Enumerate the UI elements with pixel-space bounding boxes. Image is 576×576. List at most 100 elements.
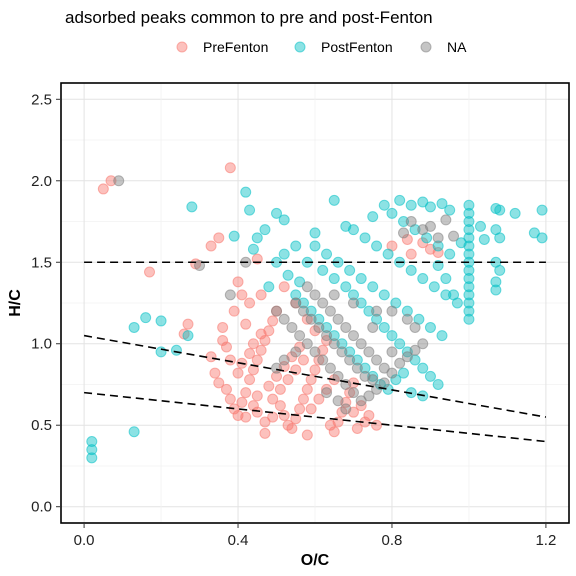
data-point: [236, 396, 248, 408]
data-point: [440, 273, 452, 285]
data-point: [463, 281, 475, 293]
data-point: [528, 227, 540, 239]
x-axis-ticks: 0.0 0.4 0.8 1.2: [74, 523, 556, 549]
data-point: [86, 452, 98, 464]
data-point: [494, 204, 506, 216]
data-point: [332, 395, 344, 407]
data-point: [251, 406, 263, 418]
data-point: [328, 426, 340, 438]
data-point: [378, 321, 390, 333]
data-point: [128, 426, 140, 438]
data-point: [386, 207, 398, 219]
data-point: [321, 387, 333, 399]
data-point: [351, 362, 363, 374]
data-point: [247, 338, 259, 350]
data-point: [371, 354, 383, 366]
legend-key: [420, 41, 432, 53]
data-point: [309, 289, 321, 301]
data-point: [363, 409, 375, 421]
data-point: [301, 281, 313, 293]
y-axis-ticks: 0.0 0.5 1.0 1.5 2.0 2.5: [31, 91, 61, 516]
data-point: [436, 198, 448, 210]
legend-key: [176, 41, 188, 53]
data-point: [220, 341, 232, 353]
data-point: [297, 297, 309, 309]
data-point: [463, 232, 475, 244]
x-tick-label: 0.8: [382, 532, 403, 549]
data-point: [432, 240, 444, 252]
data-point: [463, 224, 475, 236]
data-point: [401, 233, 413, 245]
data-point: [371, 240, 383, 252]
data-point: [186, 201, 198, 213]
data-point: [140, 312, 152, 324]
data-point: [401, 305, 413, 317]
data-point: [490, 276, 502, 288]
reference-lines: [83, 261, 547, 443]
data-point: [386, 367, 398, 379]
data-point: [321, 248, 333, 260]
y-axis-label: H/C: [7, 289, 24, 317]
data-point: [240, 387, 252, 399]
data-point: [363, 346, 375, 358]
data-point: [351, 354, 363, 366]
data-point: [451, 297, 463, 309]
data-point: [271, 305, 283, 317]
data-point: [290, 297, 302, 309]
data-point: [105, 175, 117, 187]
data-point: [355, 273, 367, 285]
data-point: [401, 313, 413, 325]
data-point: [113, 175, 125, 187]
data-point: [170, 344, 182, 356]
data-point: [417, 196, 429, 208]
data-point: [340, 281, 352, 293]
data-point: [440, 214, 452, 226]
data-point: [463, 248, 475, 260]
legend-label: PostFenton: [321, 39, 393, 55]
data-point: [347, 289, 359, 301]
data-point: [232, 276, 244, 288]
y-tick-label: 0.5: [31, 417, 52, 434]
data-point: [474, 220, 486, 232]
data-point: [294, 276, 306, 288]
data-point: [359, 362, 371, 374]
data-point: [386, 330, 398, 342]
grid: [61, 83, 569, 523]
data-point: [463, 273, 475, 285]
data-point: [386, 305, 398, 317]
data-point: [182, 318, 194, 330]
y-tick-label: 2.0: [31, 173, 52, 190]
data-point: [305, 313, 317, 325]
legend-label: NA: [447, 39, 467, 55]
plot-panel-border: [60, 82, 570, 524]
data-point: [297, 305, 309, 317]
data-point: [321, 330, 333, 342]
data-point: [236, 289, 248, 301]
data-point: [217, 334, 229, 346]
data-point: [328, 330, 340, 342]
legend: PreFenton PostFenton NA: [176, 39, 467, 55]
data-point: [317, 354, 329, 366]
data-point: [405, 199, 417, 211]
data-points: [86, 162, 548, 464]
data-point: [536, 232, 548, 244]
data-point: [259, 334, 271, 346]
data-point: [536, 204, 548, 216]
data-point: [363, 305, 375, 317]
data-point: [205, 240, 217, 252]
data-point: [224, 162, 236, 174]
x-tick-label: 1.2: [535, 532, 556, 549]
data-point: [259, 427, 271, 439]
data-point: [144, 266, 156, 278]
data-point: [240, 318, 252, 330]
data-point: [494, 264, 506, 276]
data-point: [455, 237, 467, 249]
data-point: [367, 281, 379, 293]
data-point: [309, 240, 321, 252]
reference-line: [83, 334, 547, 418]
data-point: [463, 305, 475, 317]
data-point: [398, 367, 410, 379]
data-point: [378, 377, 390, 389]
data-point: [259, 224, 271, 236]
data-point: [417, 362, 429, 374]
